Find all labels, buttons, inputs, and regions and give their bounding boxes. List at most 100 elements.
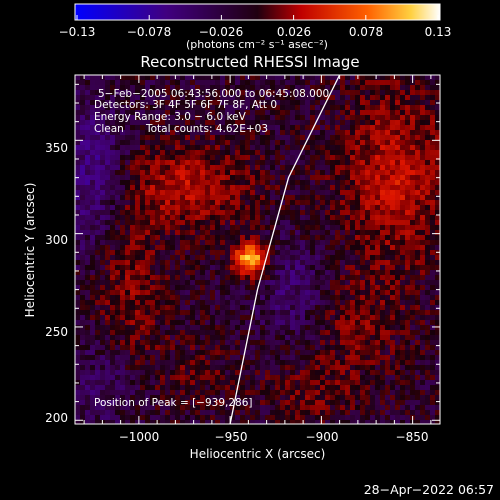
heatmap-cell (255, 120, 261, 126)
heatmap-cell (110, 100, 116, 106)
heatmap-cell (105, 355, 111, 361)
heatmap-cell (200, 75, 206, 81)
heatmap-cell (205, 300, 211, 306)
heatmap-cell (310, 285, 316, 291)
heatmap-cell (90, 275, 96, 281)
heatmap-cell (425, 185, 431, 191)
heatmap-cell (285, 235, 291, 241)
heatmap-cell (100, 100, 106, 106)
heatmap-cell (420, 260, 426, 266)
heatmap-cell (345, 220, 351, 226)
heatmap-cell (125, 395, 131, 401)
heatmap-cell (220, 110, 226, 116)
heatmap-cell (430, 145, 436, 151)
heatmap-cell (255, 85, 261, 91)
heatmap-cell (115, 170, 121, 176)
heatmap-cell (425, 340, 431, 346)
heatmap-cell (190, 335, 196, 341)
heatmap-cell (75, 345, 81, 351)
heatmap-cell (420, 170, 426, 176)
heatmap-cell (250, 120, 256, 126)
heatmap-cell (115, 340, 121, 346)
heatmap-cell (190, 145, 196, 151)
heatmap-cell (80, 335, 86, 341)
heatmap-cell (205, 120, 211, 126)
heatmap-cell (265, 225, 271, 231)
heatmap-cell (95, 175, 101, 181)
heatmap-cell (300, 235, 306, 241)
heatmap-cell (265, 240, 271, 246)
heatmap-cell (325, 320, 331, 326)
heatmap-cell (375, 105, 381, 111)
heatmap-cell (360, 380, 366, 386)
heatmap-cell (265, 265, 271, 271)
heatmap-cell (270, 335, 276, 341)
heatmap-cell (115, 325, 121, 331)
heatmap-cell (115, 295, 121, 301)
heatmap-cell (240, 150, 246, 156)
heatmap-cell (420, 175, 426, 181)
heatmap-cell (390, 205, 396, 211)
heatmap-cell (120, 285, 126, 291)
heatmap-cell (95, 385, 101, 391)
heatmap-cell (90, 265, 96, 271)
heatmap-cell (200, 300, 206, 306)
heatmap-cell (135, 240, 141, 246)
heatmap-cell (390, 245, 396, 251)
heatmap-cell (350, 155, 356, 161)
heatmap-cell (400, 330, 406, 336)
heatmap-cell (130, 155, 136, 161)
heatmap-cell (255, 275, 261, 281)
heatmap-cell (85, 250, 91, 256)
heatmap-cell (175, 335, 181, 341)
heatmap-cell (95, 270, 101, 276)
heatmap-cell (235, 220, 241, 226)
heatmap-cell (245, 375, 251, 381)
heatmap-cell (205, 345, 211, 351)
heatmap-cell (255, 265, 261, 271)
heatmap-cell (405, 335, 411, 341)
heatmap-cell (355, 285, 361, 291)
heatmap-cell (90, 270, 96, 276)
heatmap-cell (310, 120, 316, 126)
heatmap-cell (185, 135, 191, 141)
heatmap-cell (90, 130, 96, 136)
heatmap-cell (250, 305, 256, 311)
heatmap-cell (110, 165, 116, 171)
heatmap-cell (375, 215, 381, 221)
heatmap-cell (395, 280, 401, 286)
heatmap-cell (120, 410, 126, 416)
heatmap-cell (165, 230, 171, 236)
heatmap-cell (195, 85, 201, 91)
heatmap-cell (245, 215, 251, 221)
heatmap-cell (405, 320, 411, 326)
heatmap-cell (405, 105, 411, 111)
heatmap-cell (435, 145, 440, 151)
heatmap-cell (240, 80, 246, 86)
heatmap-cell (380, 110, 386, 116)
heatmap-cell (250, 185, 256, 191)
heatmap-cell (245, 200, 251, 206)
heatmap-cell (100, 350, 106, 356)
heatmap-cell (235, 85, 241, 91)
heatmap-cell (215, 210, 221, 216)
heatmap-cell (350, 390, 356, 396)
heatmap-cell (415, 235, 421, 241)
heatmap-cell (290, 395, 296, 401)
heatmap-cell (260, 355, 266, 361)
heatmap-cell (320, 300, 326, 306)
heatmap-cell (415, 255, 421, 261)
heatmap-cell (75, 275, 81, 281)
heatmap-cell (95, 315, 101, 321)
heatmap-cell (95, 115, 101, 121)
heatmap-cell (185, 280, 191, 286)
heatmap-cell (405, 340, 411, 346)
heatmap-cell (115, 120, 121, 126)
heatmap-cell (370, 185, 376, 191)
heatmap-cell (115, 290, 121, 296)
heatmap-cell (205, 145, 211, 151)
heatmap-cell (195, 325, 201, 331)
heatmap-cell (320, 200, 326, 206)
heatmap-cell (305, 300, 311, 306)
heatmap-cell (195, 285, 201, 291)
